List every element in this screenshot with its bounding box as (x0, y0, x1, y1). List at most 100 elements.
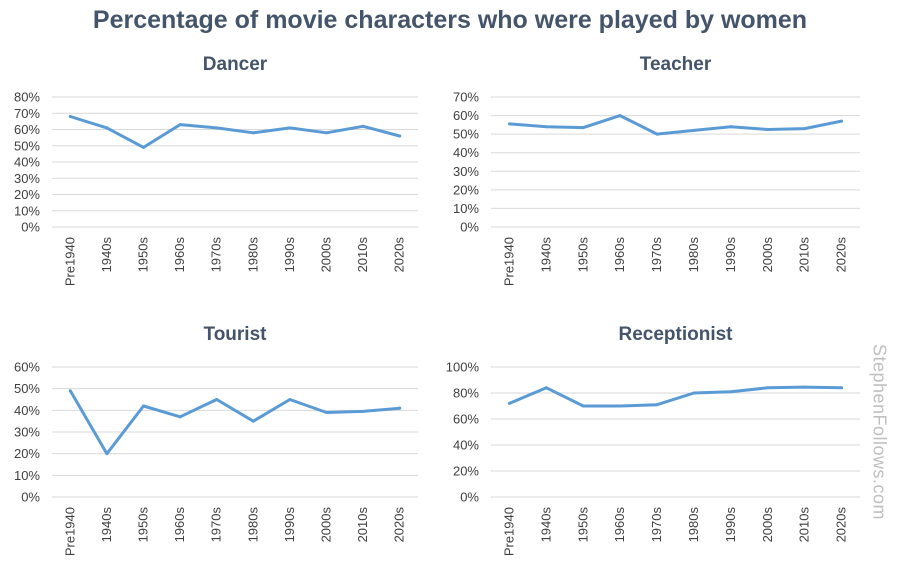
y-tick-label: 20% (14, 187, 40, 202)
data-point (68, 115, 72, 118)
x-tick-label: 1980s (686, 237, 701, 273)
y-tick-label: 10% (14, 468, 40, 483)
data-point (544, 386, 548, 390)
series-line-dancer (68, 115, 402, 149)
x-tick-label: 2010s (797, 507, 812, 543)
x-tick-label: 2010s (355, 237, 370, 273)
x-tick-label: 1970s (209, 237, 224, 273)
data-point (544, 125, 548, 129)
x-tick-label: 2000s (319, 237, 334, 273)
x-tick-label: 1950s (136, 237, 151, 273)
x-tick-label: 1940s (538, 237, 553, 273)
y-tick-label: 10% (14, 203, 40, 218)
data-point (215, 126, 219, 130)
data-point (68, 389, 72, 393)
data-point (288, 126, 292, 130)
x-tick-label: 1980s (245, 507, 260, 543)
y-tick-label: 40% (453, 438, 479, 453)
data-point (766, 128, 770, 131)
y-tick-label: 70% (453, 90, 479, 105)
x-tick-label: 1940s (99, 237, 114, 273)
data-point (507, 122, 511, 126)
data-point (729, 125, 733, 129)
panel-title: Receptionist (618, 324, 733, 345)
x-tick-label: 1990s (282, 237, 297, 273)
y-tick-label: 0% (460, 220, 479, 235)
x-tick-label: 1960s (172, 507, 187, 543)
y-tick-label: 100% (446, 360, 480, 375)
data-point (729, 390, 733, 394)
panel-title: Tourist (204, 324, 268, 345)
y-tick-label: 50% (14, 138, 40, 153)
x-tick-label: 2020s (392, 237, 407, 273)
y-tick-label: 60% (14, 122, 40, 137)
watermark: StephenFollows.com (869, 343, 890, 521)
y-tick-label: 30% (14, 171, 40, 186)
x-tick-label: 2000s (760, 237, 775, 273)
y-tick-label: 70% (14, 106, 40, 121)
series-line-tourist (68, 389, 402, 456)
data-point (618, 404, 622, 408)
x-tick-label: 1980s (686, 507, 701, 543)
y-tick-label: 60% (14, 360, 40, 375)
x-tick-label: 1980s (245, 237, 260, 273)
x-tick-label: 2000s (760, 507, 775, 543)
panel-receptionist: Receptionist 0% 20% 40% 60% 80% 100% Pre1940 194… (446, 324, 860, 556)
data-point (178, 415, 182, 419)
data-point (361, 124, 365, 128)
main-title: Percentage of movie characters who were … (92, 6, 808, 34)
y-tick-label: 0% (21, 490, 40, 505)
x-tick-label: Pre1940 (501, 507, 516, 556)
data-point (251, 131, 255, 135)
x-tick-label: 1960s (172, 237, 187, 273)
data-point (288, 398, 292, 401)
x-tick-label: 1970s (649, 507, 664, 543)
x-tick-label: 2010s (355, 507, 370, 543)
x-tick-label: Pre1940 (62, 237, 77, 286)
data-point (325, 411, 328, 414)
series-line-teacher (507, 114, 843, 136)
y-tick-label: 20% (453, 182, 479, 197)
data-point (655, 403, 659, 407)
x-tick-label: 1950s (575, 507, 590, 543)
panel-tourist: Tourist 0% 10% 20% 30% 40% 50% 60% Pre1940 1940s 1… (14, 324, 418, 556)
data-point (325, 131, 328, 135)
data-point (507, 401, 511, 405)
y-tick-label: 80% (453, 386, 479, 401)
y-tick-label: 50% (453, 127, 479, 142)
data-point (361, 409, 365, 413)
y-tick-label: 60% (453, 108, 479, 123)
x-tick-label: 2020s (392, 507, 407, 543)
data-point (618, 114, 622, 118)
x-tick-label: 1950s (136, 507, 151, 543)
data-point (251, 419, 255, 423)
x-tick-label: 2000s (319, 507, 334, 543)
x-tick-label: 1970s (209, 507, 224, 543)
x-tick-label: 1940s (99, 507, 114, 543)
x-tick-label: Pre1940 (62, 507, 77, 556)
y-tick-label: 40% (14, 155, 40, 170)
panel-dancer: Dancer 0% 10%20%30%40% 50%60%70%80% Pre1940 1… (14, 54, 418, 286)
data-point (692, 128, 696, 132)
data-point (581, 404, 585, 408)
panel-title: Dancer (203, 54, 268, 75)
x-tick-label: 1990s (723, 507, 738, 543)
x-tick-label: 1990s (282, 507, 297, 543)
y-tick-label: 20% (453, 464, 479, 479)
y-tick-label: 40% (14, 403, 40, 418)
y-tick-label: 60% (453, 412, 479, 427)
x-tick-label: 1960s (612, 507, 627, 543)
x-tick-label: 1940s (538, 507, 553, 543)
x-tick-label: Pre1940 (501, 237, 516, 286)
y-tick-label: 40% (453, 145, 479, 160)
data-point (692, 391, 696, 395)
data-point (840, 386, 844, 390)
series-line-receptionist (507, 385, 843, 408)
data-point (581, 126, 585, 130)
x-tick-label: 1970s (649, 237, 664, 273)
x-tick-label: 2010s (797, 237, 812, 273)
x-tick-label: 2020s (834, 237, 849, 273)
x-tick-label: 1950s (575, 237, 590, 273)
panel-title: Teacher (640, 54, 712, 75)
data-point (215, 398, 219, 401)
